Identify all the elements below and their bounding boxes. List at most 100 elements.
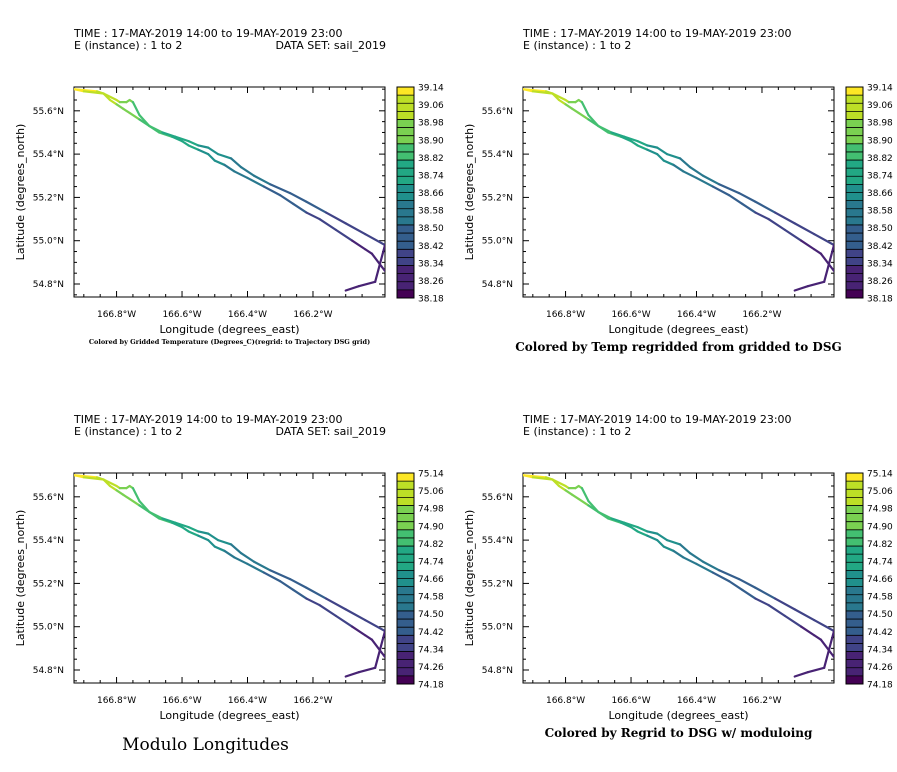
trajectory-segment-instance-2 <box>207 532 220 542</box>
trajectory-segment-instance-1 <box>108 98 118 106</box>
trajectory-segment-instance-2 <box>793 285 809 292</box>
colorbar-cell <box>397 143 414 153</box>
colorbar-cell <box>846 537 863 547</box>
colorbar-label: 39.06 <box>418 101 444 111</box>
plot-frame <box>73 86 386 298</box>
trajectory-segment-instance-1 <box>800 239 816 251</box>
colorbar-cell <box>397 200 414 210</box>
colorbar-cell <box>397 610 414 620</box>
y-axis-label: Latitude (degrees_north) <box>463 124 476 261</box>
trajectory-segment-instance-1 <box>672 549 685 559</box>
trajectory-segment-instance-1 <box>800 625 816 637</box>
colorbar-cell <box>397 675 414 685</box>
colorbar-label: 38.74 <box>867 171 893 181</box>
x-tick-label: 166.6°W <box>162 696 201 706</box>
colorbar-cell <box>397 127 414 136</box>
trajectory-segment-instance-2 <box>239 552 256 563</box>
trajectory-segment-instance-2 <box>148 124 164 134</box>
colorbar-cell <box>846 513 863 522</box>
trajectory-segment-instance-1 <box>620 135 633 143</box>
trajectory-segment-instance-2 <box>823 629 834 669</box>
colorbar-cell <box>397 667 414 677</box>
trajectory-segment-instance-2 <box>597 124 613 134</box>
trajectory-segment-instance-2 <box>207 146 220 156</box>
colorbar-cell <box>397 537 414 547</box>
trajectory-segment-instance-1 <box>741 202 757 214</box>
colorbar-cell <box>846 168 863 177</box>
trajectory-segment-instance-1 <box>197 148 210 156</box>
colorbar-cell <box>846 208 863 218</box>
x-tick-label: 166.8°W <box>546 310 585 320</box>
trajectory-segment-instance-2 <box>587 500 600 514</box>
trajectory-segment-instance-2 <box>754 200 777 214</box>
trajectory-segment-instance-1 <box>364 634 374 641</box>
trajectory-segment-instance-1 <box>629 140 639 147</box>
colorbar-cell <box>397 643 414 652</box>
colorbar-frame <box>845 86 864 299</box>
y-tick-label: 55.4°N <box>482 536 513 546</box>
trajectory-segment-instance-1 <box>662 159 675 167</box>
trajectory-segment-instance-1 <box>564 103 574 110</box>
trajectory-segment-instance-2 <box>74 88 85 93</box>
trajectory-segment-instance-2 <box>161 131 177 138</box>
colorbar-cell <box>846 143 863 153</box>
colorbar-cell <box>846 151 863 161</box>
colorbar-label: 74.66 <box>867 575 893 585</box>
trajectory-segment-instance-2 <box>679 543 692 555</box>
trajectory-segment-instance-2 <box>252 174 272 186</box>
colorbar-cell <box>846 160 863 169</box>
trajectory-segment-instance-1 <box>128 111 141 121</box>
caption: Colored by Temp regridded from gridded t… <box>515 340 842 354</box>
x-axis-label: Longitude (degrees_east) <box>159 323 299 336</box>
trajectory-segment-instance-1 <box>115 103 125 110</box>
trajectory-segment-instance-2 <box>269 569 292 581</box>
trajectory-segment-instance-1 <box>213 159 226 167</box>
trajectory-segment-instance-2 <box>806 280 826 288</box>
colorbar-cell <box>397 562 414 571</box>
trajectory-segment-instance-2 <box>288 577 308 589</box>
caption: Colored by Gridded Temperature (Degrees_… <box>89 338 370 346</box>
trajectory-segment-instance-1 <box>292 202 308 214</box>
trajectory-segment-instance-2 <box>793 608 816 622</box>
colorbar-label: 38.34 <box>867 259 893 269</box>
trajectory-segment-instance-2 <box>288 191 308 203</box>
colorbar-cell <box>397 192 414 201</box>
trajectory-segment-instance-2 <box>531 90 554 95</box>
colorbar-cell <box>397 135 414 145</box>
caption: Modulo Longitudes <box>122 735 289 755</box>
colorbar-cell <box>846 241 863 250</box>
colorbar-label: 38.34 <box>418 259 444 269</box>
time-range-label: TIME : 17-MAY-2019 14:00 to 19-MAY-2019 … <box>522 27 792 40</box>
y-tick-label: 55.0°N <box>33 623 64 633</box>
trajectory-segment-instance-2 <box>357 666 377 674</box>
colorbar-label: 74.50 <box>867 610 893 620</box>
colorbar-cell <box>846 257 863 266</box>
colorbar-cell <box>846 87 863 96</box>
trajectory-segment-instance-2 <box>374 629 385 669</box>
trajectory-segment-instance-2 <box>773 211 796 225</box>
trajectory-group <box>74 88 385 292</box>
colorbar-cell <box>846 497 863 506</box>
trajectory-segment-instance-1 <box>122 107 131 115</box>
trajectory-segment-instance-1 <box>370 252 385 273</box>
trajectory-segment-instance-2 <box>148 510 164 520</box>
colorbar-label: 74.42 <box>867 628 893 638</box>
colorbar-cell <box>846 111 863 120</box>
trajectory-segment-instance-2 <box>197 144 210 149</box>
trajectory-segment-instance-1 <box>629 526 639 533</box>
x-tick-label: 166.6°W <box>611 696 650 706</box>
time-range-label: TIME : 17-MAY-2019 14:00 to 19-MAY-2019 … <box>522 413 792 426</box>
colorbar-cell <box>397 489 414 498</box>
trajectory-segment-instance-2 <box>580 101 590 117</box>
y-tick-label: 54.8°N <box>482 666 513 676</box>
x-tick-label: 166.4°W <box>228 696 267 706</box>
colorbar-label: 38.82 <box>867 154 893 164</box>
trajectory-segment-instance-2 <box>551 92 567 102</box>
trajectory-segment-instance-1 <box>171 521 184 529</box>
trajectory-segment-instance-2 <box>138 500 151 514</box>
trajectory-segment-instance-1 <box>646 148 659 156</box>
trajectory-segment-instance-1 <box>279 580 295 592</box>
colorbar-label: 38.18 <box>867 295 893 305</box>
trajectory-segment-instance-1 <box>741 588 757 600</box>
trajectory-segment-instance-1 <box>318 603 337 617</box>
